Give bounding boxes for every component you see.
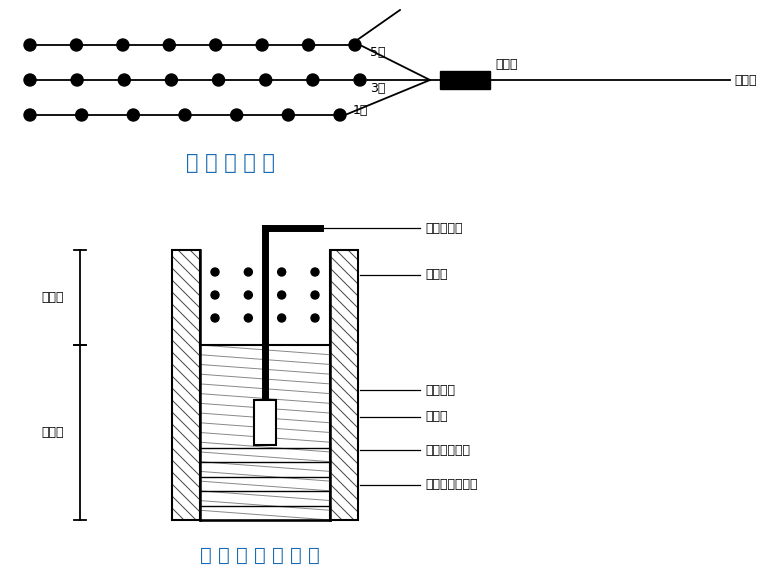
Circle shape	[210, 39, 222, 51]
Circle shape	[179, 109, 191, 121]
Circle shape	[117, 39, 129, 51]
Circle shape	[311, 314, 319, 322]
Circle shape	[277, 314, 286, 322]
Circle shape	[24, 74, 36, 86]
Bar	[200, 250, 330, 345]
Text: 3段: 3段	[370, 82, 385, 95]
Bar	[172, 250, 200, 520]
Text: 堵塞段: 堵塞段	[42, 291, 64, 304]
Circle shape	[24, 109, 36, 121]
Bar	[200, 345, 330, 520]
Circle shape	[349, 39, 361, 51]
Circle shape	[256, 39, 268, 51]
Circle shape	[166, 74, 177, 86]
Circle shape	[244, 314, 252, 322]
Text: 硝胺炸药: 硝胺炸药	[425, 384, 455, 397]
Bar	[330, 250, 358, 520]
Text: 导火线: 导火线	[734, 74, 756, 87]
Bar	[440, 71, 490, 89]
Circle shape	[211, 291, 219, 299]
Text: 起爆体: 起爆体	[425, 410, 448, 424]
Circle shape	[260, 74, 272, 86]
Text: 火雷管: 火雷管	[495, 58, 518, 71]
Circle shape	[302, 39, 315, 51]
Circle shape	[244, 291, 252, 299]
Circle shape	[211, 268, 219, 276]
Circle shape	[311, 268, 319, 276]
Circle shape	[24, 39, 36, 51]
Text: 起 爆 网 络 图: 起 爆 网 络 图	[185, 153, 274, 173]
Bar	[254, 400, 276, 445]
Circle shape	[231, 109, 242, 121]
Circle shape	[128, 109, 139, 121]
Circle shape	[213, 74, 224, 86]
Circle shape	[334, 109, 346, 121]
Text: 1段: 1段	[353, 104, 369, 117]
Circle shape	[211, 314, 219, 322]
Text: 导爆管尾线: 导爆管尾线	[425, 222, 463, 234]
Circle shape	[119, 74, 130, 86]
Circle shape	[354, 74, 366, 86]
Text: 炮 孔 装 药 结 构 图: 炮 孔 装 药 结 构 图	[200, 545, 320, 564]
Circle shape	[244, 268, 252, 276]
Circle shape	[71, 39, 82, 51]
Circle shape	[76, 109, 87, 121]
Circle shape	[282, 109, 294, 121]
Circle shape	[307, 74, 319, 86]
Text: 非电毫秒雷管: 非电毫秒雷管	[425, 443, 470, 457]
Circle shape	[277, 291, 286, 299]
Text: 乳化或硝胺炸药: 乳化或硝胺炸药	[425, 478, 477, 491]
Circle shape	[163, 39, 176, 51]
Text: 堵塞物: 堵塞物	[425, 268, 448, 282]
Circle shape	[277, 268, 286, 276]
Circle shape	[71, 74, 83, 86]
Circle shape	[311, 291, 319, 299]
Text: 装药段: 装药段	[42, 426, 64, 439]
Text: 5段: 5段	[370, 47, 385, 59]
